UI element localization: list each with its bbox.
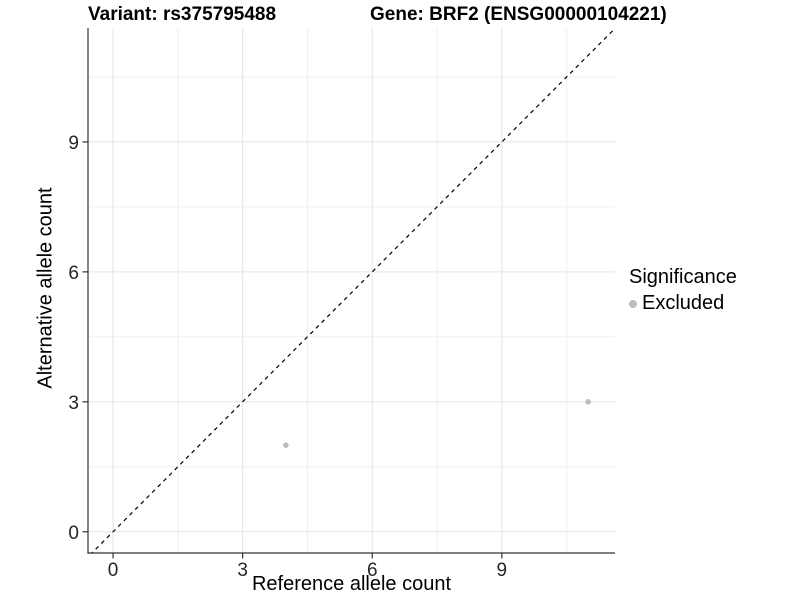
data-point [283, 442, 289, 448]
x-axis-title: Reference allele count [251, 573, 451, 595]
identity-reference-line [91, 28, 615, 553]
legend-point-icon [629, 299, 637, 308]
x-tick-label: 3 [237, 560, 248, 581]
legend-item-label: Excluded [642, 292, 725, 314]
y-tick-label: 6 [68, 263, 79, 284]
x-tick-label: 9 [497, 560, 508, 581]
legend-title: Significance [629, 266, 737, 288]
legend: Significance Excluded [629, 266, 737, 315]
y-tick-label: 9 [68, 133, 79, 154]
data-point [585, 399, 592, 405]
x-tick-label: 6 [367, 560, 378, 581]
gene-title: Gene: BRF2 (ENSG00000104221) [370, 4, 667, 25]
y-tick-label: 3 [68, 393, 79, 414]
legend-item-excluded: Excluded [629, 292, 737, 315]
y-tick-label: 0 [68, 523, 79, 544]
variant-title: Variant: rs375795488 [88, 4, 277, 25]
x-tick-label: 0 [108, 560, 119, 581]
